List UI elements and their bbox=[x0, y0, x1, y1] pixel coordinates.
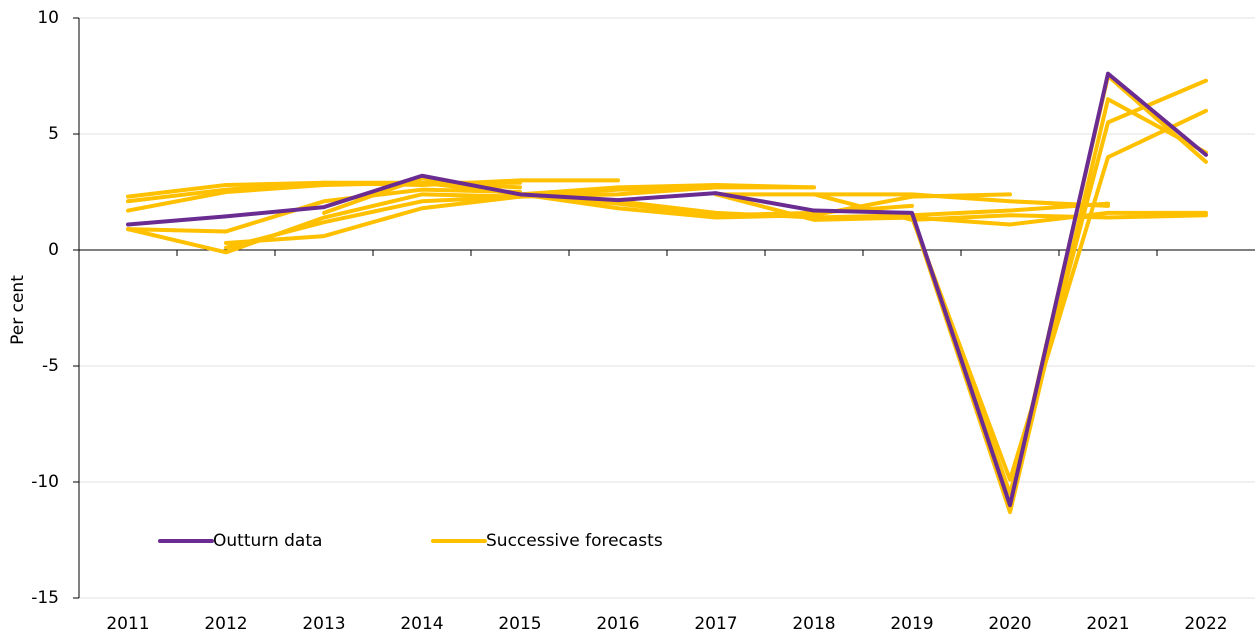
x-tick-label: 2012 bbox=[204, 614, 247, 634]
forecast-line bbox=[126, 187, 522, 234]
forecast-line bbox=[714, 192, 1208, 227]
forecast-line bbox=[616, 199, 1110, 220]
y-tick-label: -15 bbox=[31, 588, 59, 608]
x-tick-label: 2013 bbox=[302, 614, 345, 634]
x-tick-label: 2019 bbox=[890, 614, 933, 634]
y-tick-label: 0 bbox=[48, 240, 59, 260]
y-tick-label: -10 bbox=[31, 472, 59, 492]
forecast-line bbox=[224, 185, 816, 250]
forecast-line bbox=[126, 192, 522, 255]
forecast-line bbox=[322, 176, 816, 215]
x-tick-label: 2015 bbox=[498, 614, 541, 634]
x-tick-label: 2022 bbox=[1184, 614, 1227, 634]
forecast-line bbox=[910, 97, 1208, 515]
x-tick-label: 2018 bbox=[792, 614, 835, 634]
legend-label: Outturn data bbox=[213, 531, 322, 551]
y-tick-label: -5 bbox=[42, 356, 59, 376]
y-tick-label: 5 bbox=[48, 124, 59, 144]
x-tick-label: 2021 bbox=[1086, 614, 1129, 634]
forecast-line bbox=[224, 185, 718, 246]
y-tick-label: 10 bbox=[37, 8, 59, 28]
x-tick-label: 2020 bbox=[988, 614, 1031, 634]
outturn-line bbox=[126, 71, 1208, 508]
x-tick-label: 2016 bbox=[596, 614, 639, 634]
forecast-line bbox=[714, 192, 1110, 208]
x-tick-label: 2011 bbox=[106, 614, 149, 634]
legend-label: Successive forecasts bbox=[486, 531, 663, 551]
x-tick-label: 2014 bbox=[400, 614, 443, 634]
y-axis-label: Per cent bbox=[8, 275, 28, 345]
x-tick-label: 2017 bbox=[694, 614, 737, 634]
forecast-line bbox=[1008, 74, 1208, 505]
